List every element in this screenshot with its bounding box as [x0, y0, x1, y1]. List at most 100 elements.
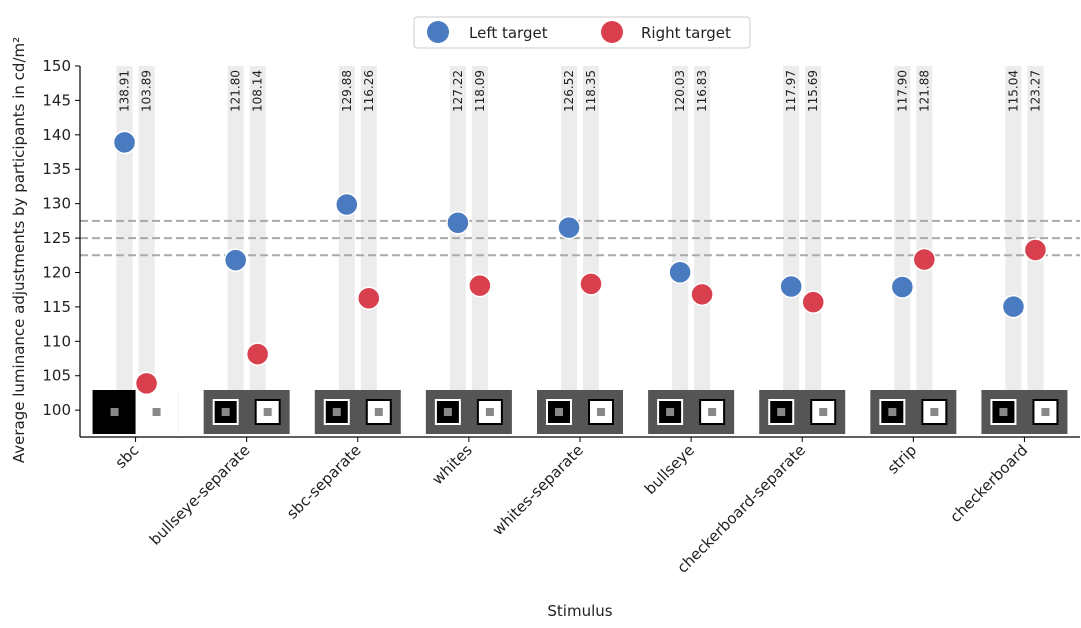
stimulus-target	[485, 408, 494, 416]
stimulus-image	[314, 390, 401, 434]
x-tick-label: bullseye-separate	[146, 441, 254, 549]
stimulus-frame	[768, 399, 795, 425]
column-band	[338, 66, 355, 390]
column-band	[1027, 66, 1044, 390]
value-label: 126.52	[562, 70, 576, 112]
legend-marker	[601, 21, 623, 43]
y-tick-label: 130	[42, 195, 71, 213]
dot	[557, 215, 581, 240]
column-band	[783, 66, 800, 390]
column-band	[583, 66, 599, 390]
dot	[112, 130, 137, 155]
value-label: 108.14	[251, 70, 265, 112]
stimulus-frame	[588, 399, 614, 425]
stimulus-image	[203, 390, 290, 434]
stimulus-target	[263, 408, 272, 416]
column-band	[471, 66, 488, 390]
column-band	[249, 66, 266, 390]
y-tick-label: 125	[42, 229, 71, 247]
stimulus-target	[443, 408, 452, 416]
y-tick-label: 145	[42, 91, 71, 109]
value-label: 116.83	[695, 70, 709, 112]
stimulus-frame	[921, 399, 948, 425]
stimulus-target	[597, 408, 605, 416]
y-tick-label: 140	[42, 126, 71, 144]
stimulus-target	[110, 408, 119, 416]
stimulus-target	[152, 408, 161, 416]
x-axis-title: Stimulus	[547, 602, 612, 620]
dot	[779, 274, 803, 299]
value-label: 118.35	[584, 70, 598, 112]
dot	[357, 286, 381, 310]
column-band	[360, 66, 377, 390]
stimulus-frame	[657, 399, 684, 425]
x-tick-label: sbc-separate	[283, 441, 364, 522]
legend-marker	[427, 21, 449, 43]
value-label: 118.09	[473, 70, 487, 112]
column-band	[227, 66, 244, 390]
column-band	[894, 66, 911, 390]
stimulus-target	[1041, 408, 1050, 416]
stimulus-target	[221, 408, 230, 416]
x-tick-label: sbc	[112, 441, 143, 472]
x-tick-label: whites-separate	[489, 441, 587, 539]
legend: Left target Right target	[413, 16, 751, 49]
stimulus-image	[537, 390, 623, 434]
stimulus-image	[92, 390, 179, 434]
dot	[335, 192, 359, 217]
y-axis-title: Average luminance adjustments by partici…	[10, 37, 28, 463]
value-label: 115.04	[1006, 70, 1020, 112]
stimulus-target	[374, 408, 383, 416]
dot	[690, 282, 714, 307]
value-label: 123.27	[1028, 70, 1042, 112]
value-label: 115.69	[806, 70, 820, 112]
legend-label: Right target	[641, 24, 731, 42]
value-label: 129.88	[340, 70, 354, 112]
x-tick-label: whites	[428, 441, 475, 488]
y-tick-label: 100	[42, 401, 71, 419]
value-label: 121.88	[917, 70, 931, 112]
column-band	[138, 66, 155, 390]
value-label: 117.90	[895, 70, 909, 112]
stimulus-target	[819, 408, 828, 416]
stimulus-target	[666, 408, 675, 416]
x-tick-label: checkerboard	[946, 441, 1031, 526]
stimulus-image	[759, 390, 846, 434]
dot	[468, 273, 492, 298]
value-label: 117.97	[784, 70, 798, 112]
stimulus-frame	[1032, 399, 1059, 425]
dot	[912, 247, 937, 272]
stimulus-target	[777, 408, 786, 416]
stimulus-target	[888, 408, 897, 416]
value-label: 103.89	[140, 70, 154, 112]
value-label: 120.03	[673, 70, 687, 112]
y-tick-label: 110	[42, 332, 71, 350]
dot	[134, 371, 159, 396]
dot	[668, 260, 692, 285]
x-tick-label: bullseye	[641, 441, 698, 498]
stimulus-frame	[365, 399, 392, 425]
x-tick-label: checkerboard-separate	[673, 441, 809, 577]
stimulus-target	[555, 408, 563, 416]
column-band	[1005, 66, 1022, 390]
stimulus-image	[648, 390, 735, 434]
dot	[1023, 238, 1048, 262]
column-band	[672, 66, 689, 390]
y-tick-label: 105	[42, 367, 71, 385]
stimulus-image	[870, 390, 957, 434]
y-tick-label: 150	[42, 57, 71, 75]
dot	[223, 248, 248, 272]
dot	[245, 342, 270, 366]
value-label: 116.26	[362, 70, 376, 112]
column-band	[805, 66, 822, 390]
x-tick-label: strip	[884, 441, 920, 477]
value-label: 138.91	[118, 70, 132, 112]
stimulus-image	[981, 390, 1068, 434]
dot	[1001, 294, 1026, 319]
y-tick-label: 115	[42, 298, 71, 316]
value-label: 121.80	[229, 70, 243, 112]
dot	[446, 211, 470, 235]
stimulus-target	[708, 408, 717, 416]
column-band	[916, 66, 933, 390]
